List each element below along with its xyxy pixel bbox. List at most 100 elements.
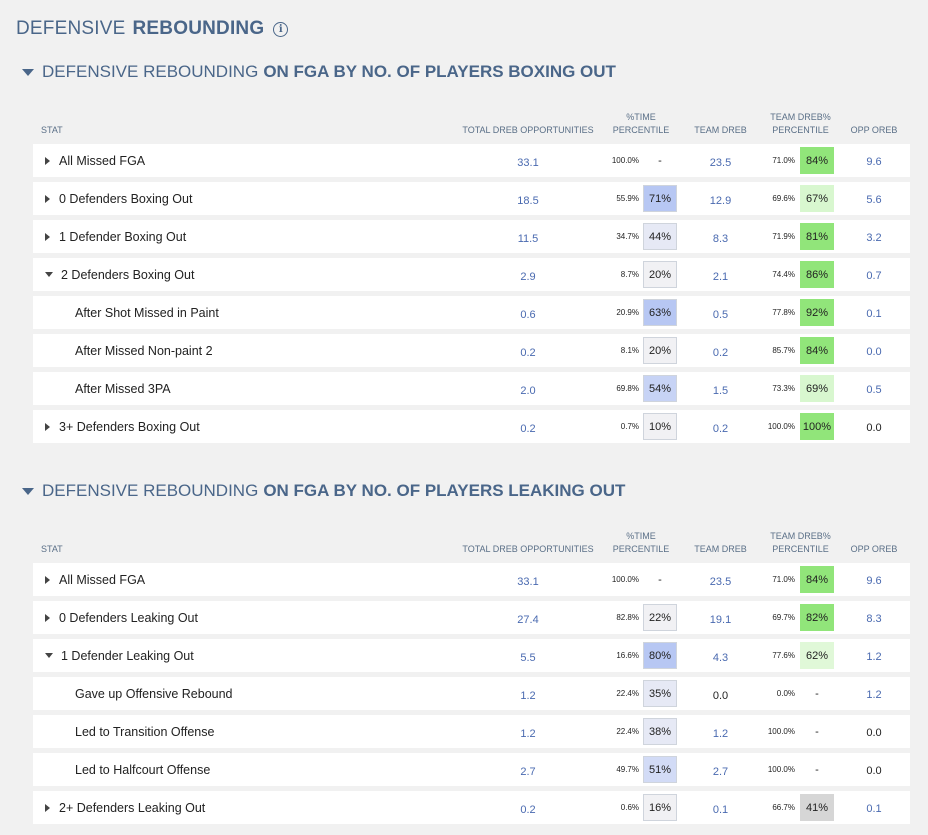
dreb-pct-value: 71.0% (772, 156, 795, 165)
row-label[interactable]: 2+ Defenders Leaking Out (45, 791, 205, 824)
header-time-line: PERCENTILE (612, 544, 670, 554)
header-total[interactable]: TOTAL DREB OPPORTUNITIES (458, 543, 598, 556)
header-time[interactable]: %TIME PERCENTILE (606, 111, 676, 137)
row-label[interactable]: 2 Defenders Boxing Out (45, 258, 194, 291)
table-row[interactable]: 2+ Defenders Leaking Out 0.2 0.6% 16% 0.1 66.… (33, 791, 910, 824)
row-label[interactable]: 3+ Defenders Boxing Out (45, 410, 200, 443)
header-time[interactable]: %TIME PERCENTILE (606, 530, 676, 556)
triangle-right-icon[interactable] (45, 194, 50, 203)
opp-oreb-value: 0.0 (866, 726, 882, 739)
time-value: 22.4% (616, 689, 639, 698)
header-opp-oreb[interactable]: OPP OREB (845, 543, 903, 556)
table-row[interactable]: Led to Halfcourt Offense 2.7 49.7% 51% 2.7 10… (33, 753, 910, 786)
row-label-text: 2 Defenders Boxing Out (61, 267, 195, 282)
section-header[interactable]: DEFENSIVE REBOUNDING ON FGA BY NO. OF PLA… (22, 481, 625, 501)
triangle-right-icon[interactable] (45, 613, 50, 622)
header-stat[interactable]: STAT (41, 124, 101, 137)
table-row[interactable]: All Missed FGA 33.1 100.0% - 23.5 71.0% 84% 9.6 (33, 144, 910, 177)
total-dreb-value: 33.1 (517, 575, 539, 588)
chevron-down-icon[interactable] (22, 487, 34, 495)
total-dreb-value: 27.4 (517, 613, 539, 626)
team-dreb-value: 23.5 (709, 156, 732, 169)
triangle-right-icon[interactable] (45, 803, 50, 812)
row-label[interactable]: All Missed FGA (45, 144, 145, 177)
table-row[interactable]: 0 Defenders Boxing Out 18.5 55.9% 71% 12.9 69… (33, 182, 910, 215)
chevron-down-icon[interactable] (22, 68, 34, 76)
table-row[interactable]: 0 Defenders Leaking Out 27.4 82.8% 22% 19.1 6… (33, 601, 910, 634)
table-header: STAT TOTAL DREB OPPORTUNITIES %TIME PERCENT… (33, 108, 910, 144)
time-value: 16.6% (616, 651, 639, 660)
time-percentile-value: - (658, 154, 662, 167)
dreb-percentile-value: - (815, 763, 819, 776)
opp-oreb-value: 1.2 (866, 650, 882, 663)
row-label-text: 3+ Defenders Boxing Out (59, 419, 200, 434)
page-title-light: DEFENSIVE (16, 18, 126, 39)
team-dreb-value: 23.5 (709, 575, 732, 588)
stats-table: STAT TOTAL DREB OPPORTUNITIES %TIME PERCENT… (33, 108, 910, 448)
total-dreb-value: 2.9 (520, 270, 536, 283)
row-label: After Shot Missed in Paint (75, 296, 219, 329)
opp-oreb-value: 0.0 (866, 345, 882, 358)
row-label-text: 1 Defender Leaking Out (61, 648, 194, 663)
time-percentile-badge: 20% (643, 261, 677, 288)
header-dreb-pct-line: TEAM DREB% (770, 531, 831, 541)
table-row[interactable]: After Missed Non-paint 2 0.2 8.1% 20% 0.2 85.… (33, 334, 910, 367)
triangle-right-icon[interactable] (45, 575, 50, 584)
table-header: STAT TOTAL DREB OPPORTUNITIES %TIME PERCENT… (33, 527, 910, 563)
row-label[interactable]: 1 Defender Boxing Out (45, 220, 186, 253)
dreb-pct-value: 100.0% (767, 765, 795, 774)
table-row[interactable]: 3+ Defenders Boxing Out 0.2 0.7% 10% 0.2 100.… (33, 410, 910, 443)
table-row[interactable]: 1 Defender Boxing Out 11.5 34.7% 44% 8.3 71.9… (33, 220, 910, 253)
time-percentile-badge: 22% (643, 604, 677, 631)
row-label: After Missed Non-paint 2 (75, 334, 213, 367)
dreb-percentile-badge: 84% (800, 147, 834, 174)
table-row[interactable]: After Shot Missed in Paint 0.6 20.9% 63% 0.5… (33, 296, 910, 329)
header-total-line: TOTAL DREB OPPORTUNITIES (462, 125, 594, 135)
header-total[interactable]: TOTAL DREB OPPORTUNITIES (458, 124, 598, 137)
triangle-right-icon[interactable] (45, 232, 50, 241)
header-opp-oreb[interactable]: OPP OREB (845, 124, 903, 137)
row-label[interactable]: All Missed FGA (45, 563, 145, 596)
table-row[interactable]: 1 Defender Leaking Out 5.5 16.6% 80% 4.3 77.6… (33, 639, 910, 672)
table-row[interactable]: Gave up Offensive Rebound 1.2 22.4% 35% 0.0 0… (33, 677, 910, 710)
team-dreb-value: 0.5 (712, 308, 729, 321)
time-percentile-value: - (658, 573, 662, 586)
header-dreb-pct[interactable]: TEAM DREB% PERCENTILE (763, 111, 838, 137)
dreb-percentile-badge: 62% (800, 642, 834, 669)
dreb-percentile-badge: 100% (800, 413, 834, 440)
team-dreb-value: 12.9 (709, 194, 732, 207)
opp-oreb-value: 0.5 (866, 383, 882, 396)
total-dreb-value: 1.2 (520, 727, 536, 740)
triangle-down-icon[interactable] (45, 272, 53, 277)
time-percentile-badge: 35% (643, 680, 677, 707)
opp-oreb-value: 1.2 (866, 688, 882, 701)
time-value: 20.9% (616, 308, 639, 317)
header-dreb-pct[interactable]: TEAM DREB% PERCENTILE (763, 530, 838, 556)
total-dreb-value: 0.2 (520, 803, 536, 816)
row-label[interactable]: 1 Defender Leaking Out (45, 639, 194, 672)
team-dreb-value: 1.5 (712, 384, 729, 397)
row-label: Gave up Offensive Rebound (75, 677, 233, 710)
triangle-down-icon[interactable] (45, 653, 53, 658)
time-percentile-badge: 44% (643, 223, 677, 250)
table-row[interactable]: All Missed FGA 33.1 100.0% - 23.5 71.0% 84% 9.6 (33, 563, 910, 596)
dreb-pct-value: 71.0% (772, 575, 795, 584)
table-row[interactable]: Led to Transition Offense 1.2 22.4% 38% 1.2 1… (33, 715, 910, 748)
team-dreb-value: 2.1 (712, 270, 729, 283)
header-team-dreb[interactable]: TEAM DREB (688, 543, 753, 556)
header-dreb-pct-line: TEAM DREB% (770, 112, 831, 122)
header-team-dreb[interactable]: TEAM DREB (688, 124, 753, 137)
row-label-text: 2+ Defenders Leaking Out (59, 800, 206, 815)
table-row[interactable]: After Missed 3PA 2.0 69.8% 54% 1.5 73.3% 69% 0.… (33, 372, 910, 405)
table-row[interactable]: 2 Defenders Boxing Out 2.9 8.7% 20% 2.1 74.4%… (33, 258, 910, 291)
triangle-right-icon[interactable] (45, 422, 50, 431)
info-icon[interactable]: i (273, 21, 289, 37)
row-label[interactable]: 0 Defenders Leaking Out (45, 601, 198, 634)
time-value: 22.4% (616, 727, 639, 736)
dreb-percentile-badge: 69% (800, 375, 834, 402)
section-header[interactable]: DEFENSIVE REBOUNDING ON FGA BY NO. OF PLA… (22, 62, 616, 82)
row-label[interactable]: 0 Defenders Boxing Out (45, 182, 192, 215)
header-stat-line: STAT (41, 125, 63, 135)
triangle-right-icon[interactable] (45, 156, 50, 165)
header-stat[interactable]: STAT (41, 543, 101, 556)
